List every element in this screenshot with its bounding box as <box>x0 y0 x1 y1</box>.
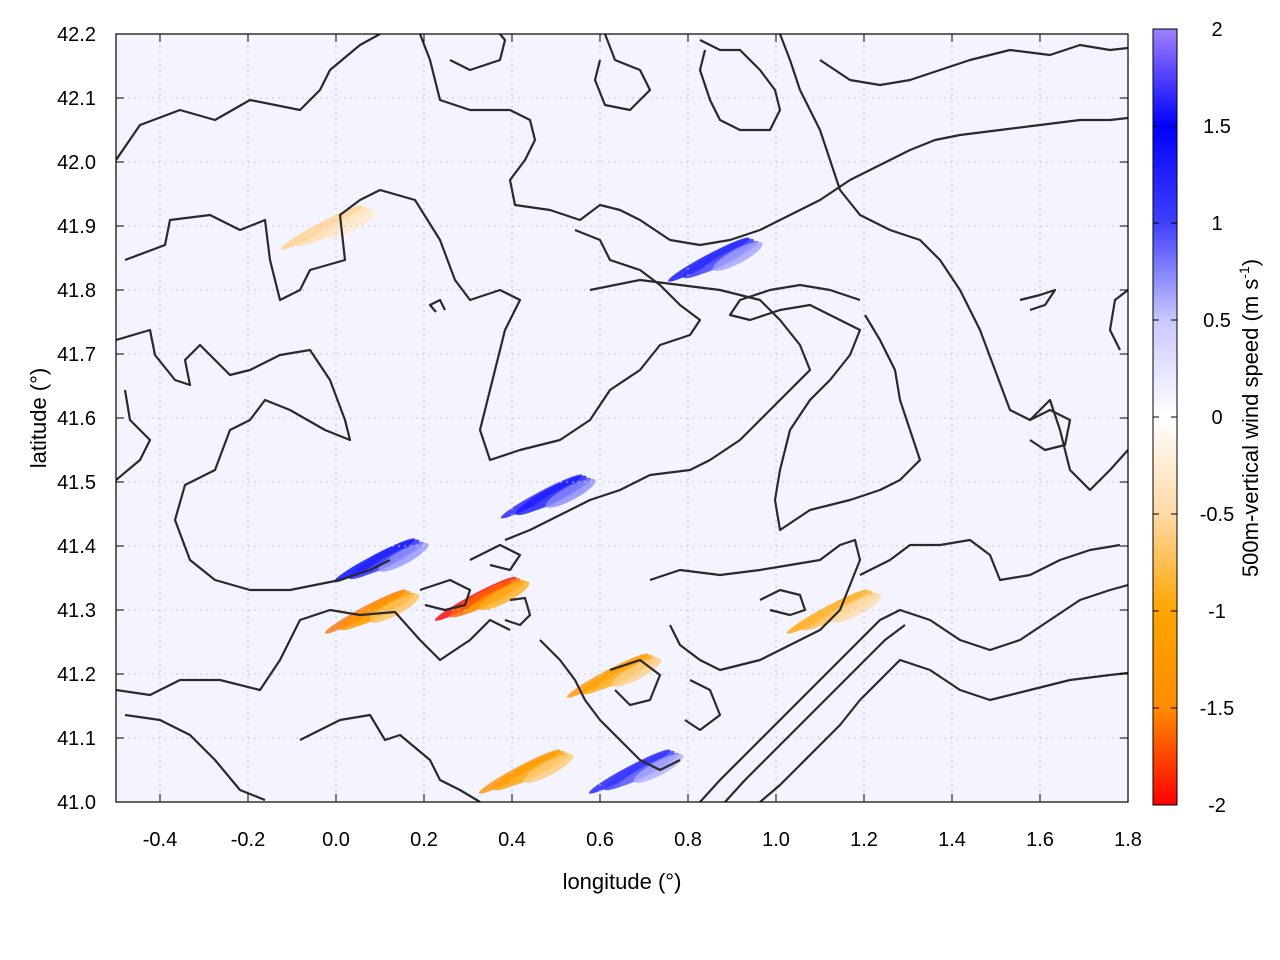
contour-line <box>819 43 1128 87</box>
y-tick-label: 42.1 <box>57 88 96 110</box>
contour-line <box>1108 289 1128 351</box>
y-tick-label: 42.0 <box>57 152 96 174</box>
contour-line <box>1019 288 1057 312</box>
wind-streak <box>369 593 420 623</box>
plot-area <box>115 33 1129 803</box>
contour-line <box>859 538 1121 582</box>
wind-streak <box>479 581 530 611</box>
terrain-contours <box>116 34 1128 802</box>
contour-line <box>299 713 481 802</box>
y-axis: 41.0 41.1 41.2 41.3 41.4 41.5 41.6 41.7 41.8 41.9… <box>57 24 1128 814</box>
x-axis-label: longitude (°) <box>563 869 682 894</box>
contour-line <box>728 283 922 532</box>
wind-streak <box>325 209 376 239</box>
wind-streak <box>712 241 763 271</box>
y-tick-label: 41.9 <box>57 216 96 238</box>
contour-line <box>1029 408 1072 452</box>
colorbar-label: 500m-vertical wind speed (m s-1) <box>1236 259 1263 577</box>
contour-line <box>504 596 532 627</box>
x-tick-label: 0.6 <box>586 829 614 851</box>
contour-line <box>428 298 446 313</box>
wind-streak <box>545 478 596 508</box>
colorbar-label-end: ) <box>1238 259 1263 266</box>
y-tick-label: 41.1 <box>57 728 96 750</box>
x-tick-label: -0.4 <box>143 829 177 851</box>
colorbar-ticks: -2 -1.5 -1 -0.5 0 0.5 1 1.5 2 <box>1153 19 1234 817</box>
colorbar: -2 -1.5 -1 -0.5 0 0.5 1 1.5 2 500m-vertical wind… <box>1152 19 1263 817</box>
x-tick-label: 1.8 <box>1114 829 1142 851</box>
x-tick-label: 0.4 <box>498 829 526 851</box>
y-tick-label: 41.4 <box>57 536 96 558</box>
contour-line <box>116 389 152 481</box>
y-tick-label: 41.3 <box>57 600 96 622</box>
y-axis-label: latitude (°) <box>26 368 51 469</box>
contour-line <box>724 624 906 802</box>
x-axis: -0.4 -0.2 0.0 0.2 0.4 0.6 0.8 1.0 1.2 1.4 1.6 1.8 <box>143 34 1142 851</box>
colorbar-tick-label: -1 <box>1208 601 1226 623</box>
contour-line <box>504 278 812 542</box>
x-tick-label: -0.2 <box>231 829 265 851</box>
wind-streak <box>611 657 662 687</box>
contour-line <box>649 538 862 672</box>
contour-line <box>539 639 681 772</box>
contour-line <box>593 34 652 112</box>
contour-line <box>116 328 391 592</box>
contour-line <box>469 543 522 572</box>
contour-line <box>124 713 266 802</box>
y-tick-label: 41.2 <box>57 664 96 686</box>
contour-line <box>698 39 782 132</box>
contour-line <box>759 658 1128 802</box>
contour-line <box>124 188 702 462</box>
colorbar-tick-label: -2 <box>1208 795 1226 817</box>
y-tick-label: 41.0 <box>57 792 96 814</box>
x-tick-label: 1.0 <box>762 829 790 851</box>
x-tick-label: 0.2 <box>410 829 438 851</box>
x-tick-label: 1.4 <box>938 829 966 851</box>
contour-line <box>684 679 722 732</box>
wind-streak <box>378 542 429 572</box>
contour-line <box>699 583 1128 802</box>
y-tick-label: 41.8 <box>57 280 96 302</box>
contour-line <box>759 588 807 617</box>
colorbar-label-text: 500m-vertical wind speed (m s <box>1238 279 1263 577</box>
x-tick-label: 1.2 <box>850 829 878 851</box>
y-tick-label: 41.6 <box>57 408 96 430</box>
colorbar-tick-label: 1.5 <box>1203 116 1231 138</box>
wind-streak <box>831 593 882 623</box>
colorbar-tick-label: 2 <box>1211 19 1222 41</box>
colorbar-tick-label: -1.5 <box>1200 698 1234 720</box>
contour-line <box>116 608 511 697</box>
y-tick-label: 42.2 <box>57 24 96 46</box>
x-tick-label: 1.6 <box>1026 829 1054 851</box>
y-tick-label: 41.5 <box>57 472 96 494</box>
contour-line <box>116 34 381 161</box>
colorbar-tick-label: 0.5 <box>1203 310 1231 332</box>
contour-line <box>609 658 662 707</box>
colorbar-label-superscript: -1 <box>1236 266 1252 279</box>
y-tick-label: 41.7 <box>57 344 96 366</box>
contour-line <box>778 34 1128 492</box>
colorbar-tick-label: 0 <box>1211 407 1222 429</box>
colorbar-tick-label: 1 <box>1211 213 1222 235</box>
contour-line <box>418 34 1128 247</box>
wind-field <box>280 205 882 794</box>
colorbar-tick-label: -0.5 <box>1200 504 1234 526</box>
contour-line <box>419 578 472 612</box>
x-tick-label: 0.8 <box>674 829 702 851</box>
wind-streak <box>523 753 574 783</box>
contour-line <box>449 34 507 72</box>
x-tick-label: 0.0 <box>322 829 350 851</box>
